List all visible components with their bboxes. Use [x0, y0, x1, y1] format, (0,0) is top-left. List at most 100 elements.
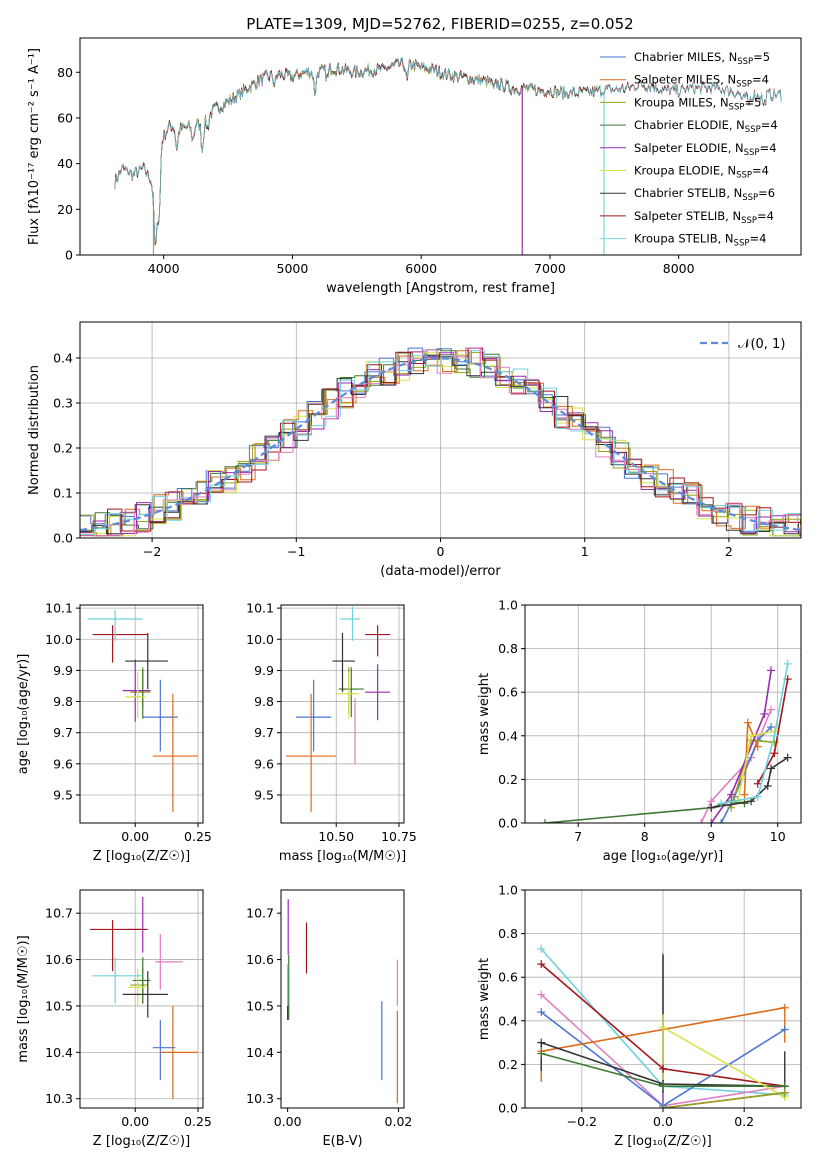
spectrum-legend: Chabrier MILES, NSSP=5 Salpeter MILES, NS…	[600, 50, 778, 249]
y-tick-label: 0.4	[498, 728, 518, 743]
spectrum-panel: 4000 5000 6000 7000 8000 0 20 40 60 80 wavelength …	[27, 37, 802, 296]
mass-weight-vs-age-marker	[707, 819, 716, 823]
mass-weight-vs-age-marker	[767, 666, 776, 675]
legend-entry-label: Chabrier ELODIE, NSSP=4	[634, 118, 778, 135]
y-tick-label: 10.1	[246, 601, 274, 616]
y-tick-label: 10.3	[246, 1091, 274, 1106]
age-vs-z-point-7	[92, 625, 148, 663]
age-vs-z-point-0	[142, 679, 178, 752]
age-vs-z-point-5	[125, 671, 146, 719]
y-tick-label: 9.8	[254, 694, 274, 709]
x-tick-label: 1	[581, 544, 589, 559]
y-tick-label: 10.0	[246, 632, 274, 647]
mass-vs-ebv-frame	[280, 889, 405, 1109]
age-vs-z-plot-area	[87, 609, 198, 813]
y-tick-label: 9.6	[53, 756, 73, 771]
mass-weight-vs-age-marker	[743, 718, 752, 727]
mass-weight-vs-age-marker	[760, 710, 769, 718]
x-tick-label: 5000	[277, 261, 309, 276]
residuals-x-axis-label: (data-model)/error	[380, 564, 501, 579]
y-tick-label: 10.0	[45, 632, 73, 647]
x-tick-label: −2	[143, 544, 161, 559]
y-tick-label: 9.7	[53, 725, 73, 740]
age-vs-mass-panel: 10.50 10.75 9.5 9.6 9.7 9.8 9.9 10.0 10.1 mass [l…	[246, 601, 417, 864]
mass-weight-vs-age-marker	[770, 731, 779, 740]
y-tick-label: 0.1	[53, 486, 73, 501]
mass-weight-vs-age-marker	[767, 764, 776, 773]
legend-entry-label: Chabrier STELIB, NSSP=6	[634, 186, 775, 203]
mass-weight-vs-z-marker	[659, 1023, 667, 1032]
mass-weight-vs-age-marker	[717, 799, 726, 808]
age-vs-mass-point-8	[339, 606, 361, 641]
x-tick-label: 7000	[534, 261, 566, 276]
mass-weight-vs-z-line-7	[662, 1026, 786, 1098]
legend-entry-label: Kroupa STELIB, NSSP=4	[634, 232, 766, 249]
spectrum-line-4	[150, 58, 525, 246]
mass-vs-z-x-axis-label: Z [log₁₀(Z/Z☉)]	[93, 1134, 190, 1149]
spectrum-frame	[79, 37, 802, 256]
age-vs-z-frame	[79, 604, 204, 824]
x-tick-label: 8	[641, 829, 649, 844]
y-tick-label: 9.5	[53, 787, 73, 802]
mass-vs-z-point-7	[90, 920, 148, 972]
mass-weight-vs-z-marker	[659, 1064, 667, 1073]
histogram-series-8	[80, 350, 801, 535]
mass-weight-vs-age-y-axis-label: mass weight	[477, 673, 492, 755]
y-tick-label: 10.4	[45, 1045, 73, 1060]
mass-vs-z-point-8	[92, 957, 143, 1004]
spectrum-line-1	[114, 57, 602, 245]
x-tick-label: 0.02	[385, 1114, 413, 1129]
y-tick-label: 9.9	[254, 663, 274, 678]
age-vs-z-x-axis-label: Z [log₁₀(Z/Z☉)]	[93, 849, 190, 864]
mass-vs-z-point-6	[122, 971, 168, 1018]
legend-entry-label: Chabrier MILES, NSSP=5	[634, 50, 770, 67]
y-tick-label: 0.6	[498, 970, 518, 985]
legend-entry-label: Kroupa MILES, NSSP=5	[634, 95, 761, 112]
mass-vs-z-plot-area	[90, 896, 198, 1099]
age-vs-mass-frame	[280, 604, 405, 824]
mass-weight-vs-z-marker	[537, 990, 546, 999]
mass-vs-z-panel: 0.00 0.25 10.3 10.4 10.5 10.6 10.7 Z [log₁₀(Z/Z…	[16, 889, 212, 1149]
y-tick-label: 10.5	[246, 998, 274, 1013]
age-vs-mass-point-5	[336, 671, 359, 719]
age-vs-z-point-1	[152, 693, 198, 813]
legend-entry-label: Salpeter STELIB, NSSP=4	[634, 209, 774, 226]
mass-weight-vs-age-marker	[753, 792, 762, 801]
residuals-panel: −2 −1 0 1 2 0.0 0.1 0.2 0.3 0.4 (data-model)/error…	[27, 321, 802, 579]
x-tick-label: 2	[725, 544, 733, 559]
y-tick-label: 10.1	[45, 601, 73, 616]
x-tick-label: 0.00	[121, 1114, 149, 1129]
mass-weight-vs-z-marker	[537, 1038, 546, 1047]
y-tick-label: 10.7	[246, 906, 274, 921]
mass-weight-vs-age-marker	[767, 705, 776, 714]
spectrum-line-8	[114, 56, 782, 243]
mass-weight-vs-age-marker	[727, 790, 736, 799]
y-tick-label: 9.6	[254, 756, 274, 771]
figure-title: PLATE=1309, MJD=52762, FIBERID=0255, z=0…	[246, 15, 633, 33]
spectrum-plot-area	[114, 56, 782, 255]
mass-weight-vs-z-marker	[537, 1049, 546, 1058]
mass-weight-vs-age-marker	[753, 779, 762, 788]
age-vs-mass-point-4	[365, 664, 391, 721]
spectrum-line-2	[114, 57, 602, 245]
age-vs-z-point-4	[122, 659, 151, 722]
y-tick-label: 0.6	[498, 685, 518, 700]
y-tick-label: 10.5	[45, 998, 73, 1013]
mass-vs-z-point-2	[130, 966, 148, 1004]
y-tick-label: 1.0	[498, 598, 518, 613]
histogram-series-2	[80, 352, 801, 537]
x-tick-label: 0.0	[653, 1114, 673, 1129]
age-vs-mass-x-axis-label: mass [log₁₀(M/M☉)]	[279, 849, 406, 864]
mass-vs-z-frame	[79, 889, 204, 1109]
x-tick-label: 0.25	[184, 1114, 212, 1129]
legend-entry-label: Kroupa ELODIE, NSSP=4	[634, 164, 769, 181]
histogram-series-9	[80, 347, 801, 537]
age-vs-z-point-6	[125, 633, 168, 690]
mass-weight-vs-age-plot-area	[540, 659, 792, 823]
x-tick-label: −1	[287, 544, 305, 559]
y-tick-label: 9.8	[53, 694, 73, 709]
y-tick-label: 10.7	[45, 906, 73, 921]
y-tick-label: 0.0	[53, 531, 73, 546]
mass-weight-vs-age-marker	[767, 723, 776, 732]
